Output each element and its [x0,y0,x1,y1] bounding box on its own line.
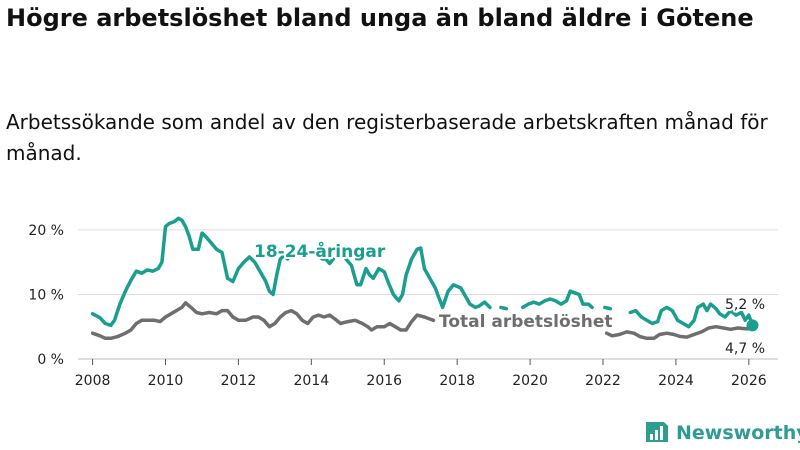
series-line-total [90,301,755,341]
x-tick-label: 2008 [75,373,111,389]
x-tick-label: 2024 [658,373,694,389]
x-tick-label: 2020 [512,373,548,389]
x-tick-label: 2018 [439,373,475,389]
x-tick-label: 2014 [294,373,330,389]
x-tick-label: 2012 [221,373,257,389]
end-value-label-total: 4,7 % [725,341,765,357]
newsworthy-brand: Newsworthy [644,418,800,448]
chart-title: Högre arbetslöshet bland unga än bland ä… [6,4,754,32]
x-tick-label: 2016 [366,373,402,389]
chart-subtitle: Arbetssökande som andel av den registerb… [6,110,768,165]
y-tick-label: 10 % [28,287,64,303]
bar-chart-logo-icon [646,422,668,442]
x-tick-label: 2010 [148,373,184,389]
series-labels: 18-24-åringar Total arbetslöshet 5,2 % 4,7 … [252,238,767,359]
series-label-total: Total arbetslöshet [439,312,613,332]
series-lines [90,216,759,341]
end-value-label-18-24: 5,2 % [725,297,765,313]
gridlines [78,229,778,360]
endpoint-marker-18-24 [746,319,759,332]
x-tick-label: 2022 [585,373,621,389]
axes: 0 % 10 % 20 % 2008 2010 2012 2014 2016 2018 2020 2… [28,223,766,389]
brand-name: Newsworthy [676,422,800,444]
y-tick-label: 0 % [37,352,64,368]
x-tick-label: 2026 [731,373,767,389]
series-line-18-24 [90,216,755,329]
y-tick-label: 20 % [28,223,64,239]
series-label-18-24: 18-24-åringar [254,240,386,262]
